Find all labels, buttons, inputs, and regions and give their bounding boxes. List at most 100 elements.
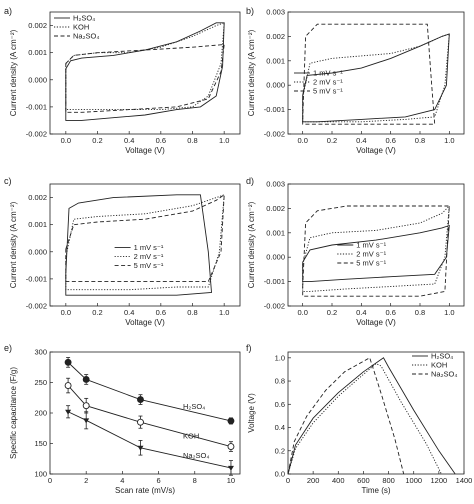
y-tick-label: 0.003 [266,180,285,189]
x-tick-label: 10 [227,476,235,485]
point-marker [227,443,235,450]
legend-entry: 2 mV s⁻¹ [313,78,343,87]
point-marker [83,418,90,424]
chart-panel-6: f) 0.0 0.2 0.4 0.6 0.8 1.0 0 200 400 600 800 1000 120… [246,343,472,495]
y-tick-label: 0.000 [28,247,47,256]
series-label: Na₂SO₄ [183,451,209,460]
series-2 [65,22,225,111]
panel-letter: b) [246,6,254,16]
legend: 1 mV s⁻¹2 mV s⁻¹5 mV s⁻¹ [114,243,164,270]
x-axis-label: Time (s) [361,486,390,495]
y-tick-label: -0.001 [264,105,285,114]
x-tick-label: 200 [307,476,320,485]
series-3 [287,357,405,475]
plot-frame [287,183,465,307]
series-line [287,357,405,475]
y-axis-label: Current density (A cm⁻²) [247,201,256,288]
series-line [287,363,442,475]
plot-frame [49,351,241,475]
series-2 [65,194,225,291]
series-line [65,44,225,113]
legend-entry: KOH [431,361,447,370]
x-tick-label: 0.8 [415,136,425,145]
legend: 1 mV s⁻¹2 mV s⁻¹5 mV s⁻¹ [337,241,387,268]
chart-panel-2: b) -0.002 -0.001 0.000 0.001 0.002 0.003 0.0 0.2… [246,6,465,155]
y-tick-label: -0.001 [264,277,285,286]
panel-letter: e) [4,343,12,353]
series-2 [287,363,442,475]
series-1 [65,22,225,121]
x-tick-label: 0.2 [92,308,102,317]
point-marker [64,382,72,389]
x-tick-label: 1.0 [219,136,229,145]
y-tick-label: 250 [34,378,47,387]
series-1 [65,194,212,296]
legend-entry: 1 mV s⁻¹ [356,241,386,250]
x-tick-label: 1000 [405,476,422,485]
x-tick-label: 0.0 [297,308,307,317]
chart-panel-5: e) 100 150 200 250 300 0 2 4 6 8 10 Scan rate (mV/s)… [4,343,241,495]
series-line [302,33,450,123]
x-tick-label: 0.0 [61,136,71,145]
x-axis-label: Voltage (V) [356,318,396,327]
legend-entry: Na₂SO₄ [73,32,99,41]
series-line [302,23,436,125]
series-3 [65,44,225,113]
series-3 [302,23,436,125]
x-tick-label: 0.4 [124,308,134,317]
y-tick-label: 0.4 [275,423,285,432]
series-2 [302,204,450,292]
point-marker [227,417,235,425]
y-tick-label: 1.0 [275,353,285,362]
y-tick-label: -0.002 [26,302,47,311]
x-tick-label: 0.2 [92,136,102,145]
legend-entry: Na₂SO₄ [431,370,457,379]
legend-entry: H₂SO₄ [431,352,453,361]
plot-frame [49,11,241,135]
y-tick-label: -0.002 [264,302,285,311]
x-tick-label: 1200 [431,476,448,485]
series-label: H₂SO₄ [183,402,205,411]
y-tick-label: -0.001 [26,102,47,111]
x-axis-label: Voltage (V) [125,146,165,155]
x-tick-label: 800 [382,476,395,485]
chart-panel-1: a) -0.002 -0.001 0.000 0.001 0.002 0.0 0.2 0.4 0.… [4,6,241,155]
y-tick-label: 0.002 [28,193,47,202]
chart-panel-3: c) -0.002 -0.001 0.000 0.001 0.002 0.0 0.2 0.4 0.… [4,176,241,327]
legend-entry: 2 mV s⁻¹ [134,252,164,261]
y-tick-label: 0.0 [275,470,285,479]
y-tick-label: 0.002 [28,21,47,30]
y-tick-label: 0.2 [275,446,285,455]
panel-letter: f) [246,343,252,353]
series-line [65,22,225,111]
y-tick-label: 0.002 [266,204,285,213]
point-marker [227,465,234,471]
x-axis-label: Voltage (V) [125,318,165,327]
panel-letter: d) [246,176,254,186]
x-tick-label: 0.4 [124,136,134,145]
series-line [65,194,225,291]
y-axis-label: Voltage (V) [247,393,256,433]
legend-entry: 5 mV s⁻¹ [134,261,164,270]
series-line [67,362,232,422]
x-tick-label: 1.0 [219,308,229,317]
x-tick-label: 0 [286,476,290,485]
y-tick-label: 0.001 [266,56,285,65]
legend-entry: 5 mV s⁻¹ [313,87,343,96]
y-tick-label: -0.002 [26,130,47,139]
legend-entry: KOH [73,23,89,32]
plot-frame [49,183,241,307]
y-tick-label: -0.002 [264,130,285,139]
series-line [302,33,450,123]
point-marker [82,402,90,410]
series-line [65,22,225,121]
series-line [302,205,450,297]
x-tick-label: 600 [357,476,370,485]
y-tick-label: 0.002 [266,32,285,41]
x-tick-label: 8 [193,476,197,485]
x-tick-label: 0.8 [187,308,197,317]
legend-entry: 1 mV s⁻¹ [313,69,343,78]
point-marker [65,409,72,415]
x-tick-label: 0 [48,476,52,485]
point-marker [137,418,144,426]
